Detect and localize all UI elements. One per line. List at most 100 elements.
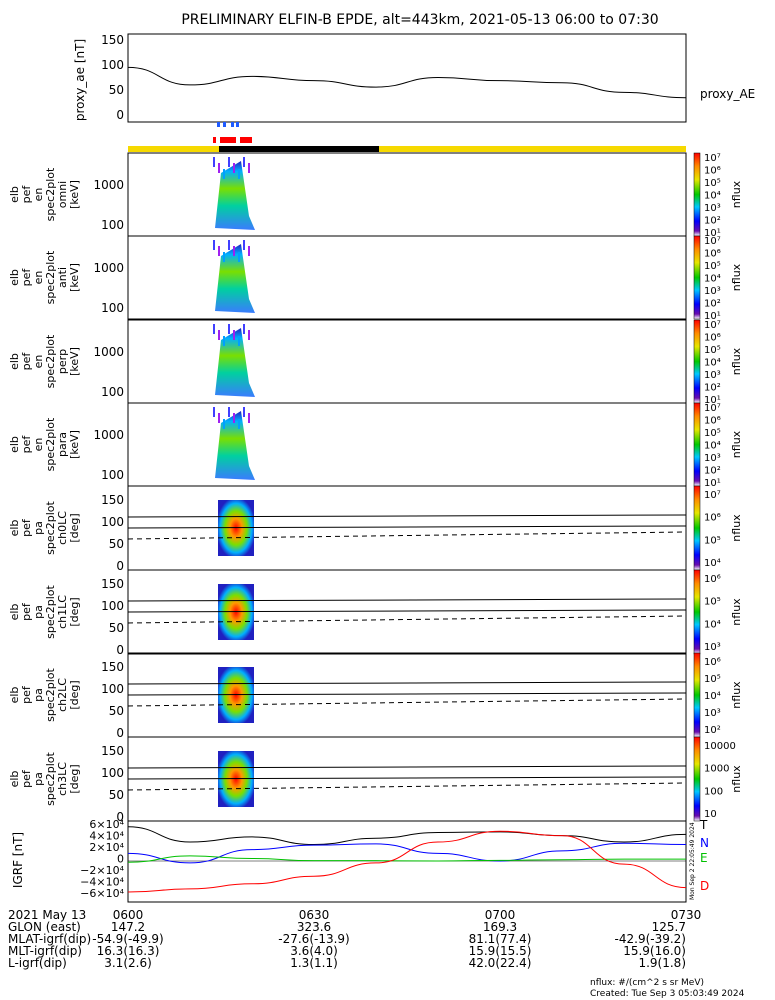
spec-ytick: 1000 — [93, 178, 124, 192]
colorbar — [693, 402, 701, 487]
ephemeris-value: 15.9(16.0) — [623, 944, 686, 958]
spec-data-streak — [213, 324, 215, 334]
pa-dashed-line — [127, 615, 687, 624]
spec-data-streak — [238, 336, 240, 346]
science-markers — [213, 122, 252, 143]
pa-ylabel-line: pa — [32, 521, 45, 535]
spec-ylabel-line: anti — [56, 267, 69, 288]
spec-data-streak — [218, 330, 220, 340]
x-axis-annotation: 2021 May 13 0600 0630 0700 0730 GLON (ea… — [8, 908, 701, 970]
colorbar-tick: 10000 — [704, 741, 736, 752]
spec-data-streak — [238, 419, 240, 429]
igrf-legend-E: E — [700, 851, 708, 865]
colorbar-tick: 10⁴ — [704, 358, 721, 369]
pa-ylabel-line: spec2plot — [44, 585, 57, 639]
colorbar-tick: 10⁷ — [704, 403, 721, 414]
pa-ytick: 100 — [101, 599, 124, 613]
igrf-legend-T: T — [699, 818, 708, 832]
colorbar-tick: 10⁵ — [704, 345, 721, 356]
spec-data-streak — [248, 246, 250, 256]
colorbar-tick: 1000 — [704, 764, 729, 775]
ephemeris-value: -27.6(-13.9) — [278, 932, 349, 946]
ephemeris-row-label: MLT-igrf(dip) — [8, 944, 82, 958]
marker-blue — [236, 122, 239, 127]
spec-data-streak — [218, 163, 220, 173]
pa-ytick: 150 — [101, 577, 124, 591]
pa-ylabel-line: [deg] — [68, 764, 81, 793]
igrf-panel: IGRF [nT] 6×10⁴4×10⁴2×10⁴0−2×10⁴−4×10⁴−6… — [11, 818, 709, 903]
spec-ylabel-line: [keV] — [68, 430, 81, 459]
spec-ylabel-line: [keV] — [68, 263, 81, 292]
ae-ytick-100: 100 — [101, 58, 124, 72]
colorbar-tick: 10² — [704, 383, 721, 394]
spec-data-streak — [243, 324, 245, 334]
colorbar-label: nflux — [730, 514, 743, 542]
spec-ylabel-line: spec2plot — [44, 417, 57, 471]
pa-ytick: 100 — [101, 682, 124, 696]
colorbar-tick: 10⁴ — [704, 691, 721, 702]
colorbar-label: nflux — [730, 263, 743, 291]
spec-panel: elb pef en spec2plot perp [keV] 100010010⁷10⁶1… — [8, 319, 743, 406]
pa-ylabel-line: ch3LC — [56, 762, 69, 796]
spec-ytick: 100 — [101, 468, 124, 482]
pa-ytick: 0 — [116, 559, 124, 573]
pa-ytick: 50 — [109, 621, 124, 635]
spec-data-streak — [243, 407, 245, 417]
spec-data-streak — [228, 324, 230, 334]
colorbar — [693, 652, 701, 738]
spec-ytick: 100 — [101, 385, 124, 399]
ae-legend-label: proxy_AE — [700, 87, 755, 101]
spec-ylabel-line: spec2plot — [44, 334, 57, 388]
pa-ylabel-line: elb — [8, 604, 21, 621]
colorbar-tick: 10⁷ — [704, 153, 721, 164]
colorbar-tick: 10³ — [704, 286, 721, 297]
x-tick-0700: 0700 — [485, 908, 516, 922]
colorbar-tick: 10⁶ — [704, 166, 721, 177]
spec-data-streak — [228, 407, 230, 417]
spec-ylabel-line: perp — [56, 349, 69, 374]
spec-panel: elb pef en spec2plot anti [keV] 100010010⁷10⁶1… — [8, 235, 743, 322]
pa-ytick: 150 — [101, 493, 124, 507]
spec-ytick: 1000 — [93, 428, 124, 442]
colorbar-tick: 10¹ — [704, 478, 721, 489]
pa-ylabel-line: elb — [8, 771, 21, 788]
spec-data-streak — [213, 157, 215, 167]
colorbar — [693, 569, 701, 655]
status-bar — [128, 146, 686, 152]
pa-ytick: 150 — [101, 744, 124, 758]
colorbar — [693, 736, 701, 822]
igrf-ytick: 6×10⁴ — [89, 818, 124, 831]
status-bar-black — [219, 146, 379, 152]
spec-axes-frame — [127, 319, 687, 404]
colorbar-tick: 10⁴ — [704, 441, 721, 452]
spec-data-streak — [243, 157, 245, 167]
pa-ylabel-line: ch1LC — [56, 595, 69, 629]
spec-data-streak — [238, 169, 240, 179]
pitch-angle-panels: elb pef pa spec2plot ch0LC [deg]15010050010⁷1… — [8, 485, 743, 824]
spec-ytick: 1000 — [93, 345, 124, 359]
colorbar-tick: 10⁴ — [704, 619, 721, 630]
pa-loss-cone-line — [127, 609, 687, 613]
spec-axes-frame — [127, 235, 687, 320]
pa-loss-cone-line — [127, 681, 687, 685]
spec-data-streak — [223, 419, 225, 429]
spec-data-streak — [223, 336, 225, 346]
colorbar-tick: 10³ — [704, 708, 721, 719]
igrf-series-N — [127, 842, 687, 864]
igrf-series-E — [127, 855, 686, 863]
spec-ytick: 100 — [101, 301, 124, 315]
ephemeris-value: 147.2 — [111, 920, 145, 934]
ae-ytick-0: 0 — [116, 108, 124, 122]
colorbar-tick: 10⁶ — [704, 513, 721, 524]
status-bar-yellow — [128, 146, 686, 152]
x-tick-0730: 0730 — [671, 908, 702, 922]
ephemeris-value: 1.3(1.1) — [290, 956, 338, 970]
spec-ylabel-line: elb — [8, 186, 21, 203]
colorbar-tick: 10² — [704, 725, 721, 736]
pa-ylabel-line: elb — [8, 687, 21, 704]
pa-ytick: 50 — [109, 788, 124, 802]
igrf-axes-frame — [127, 820, 687, 903]
spec-ylabel-line: spec2plot — [44, 167, 57, 221]
colorbar — [693, 152, 701, 237]
spec-ytick: 1000 — [93, 261, 124, 275]
